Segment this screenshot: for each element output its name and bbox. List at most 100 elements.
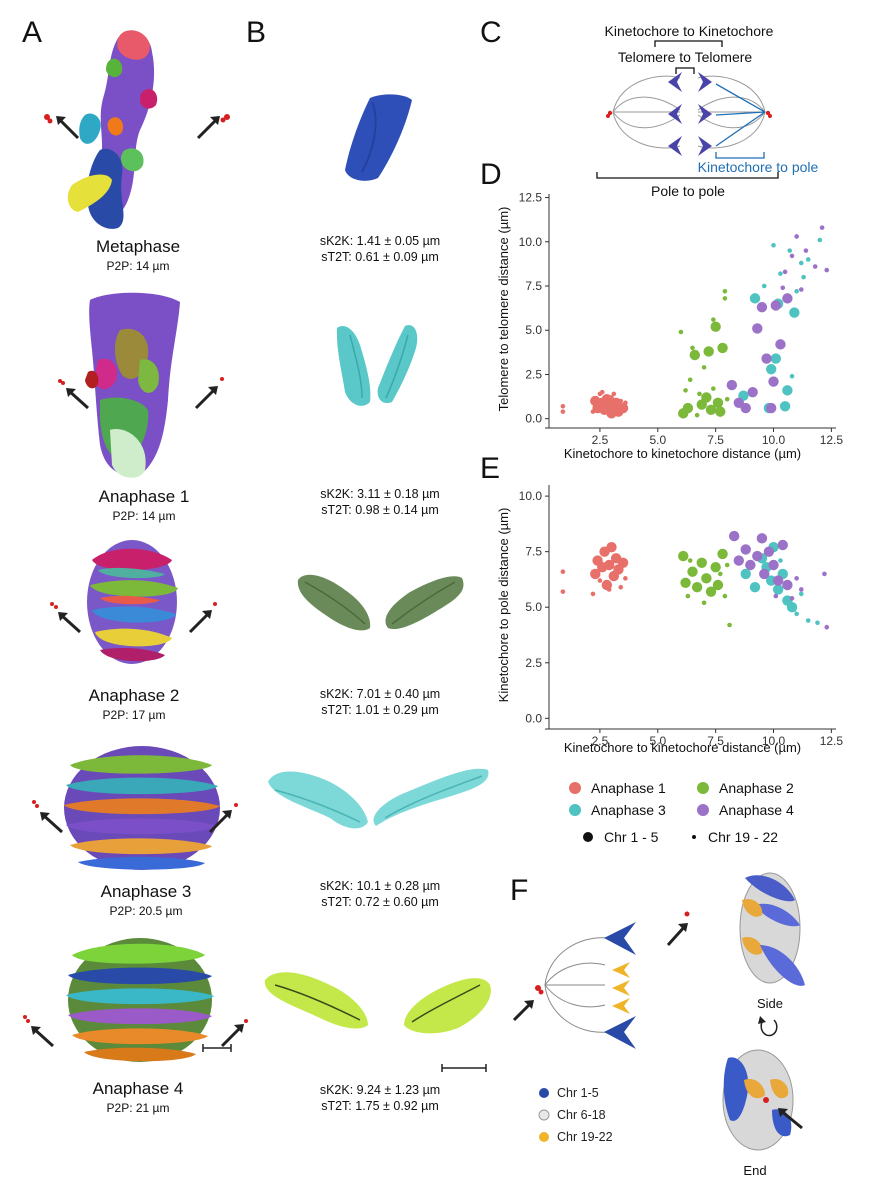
point-anaphase3-d	[805, 257, 811, 262]
y-tick-label-d: 0.0	[525, 412, 542, 426]
measure-st2t-anaphase2: sT2T: 1.01 ± 0.29 µm	[321, 703, 439, 717]
point-anaphase4-d	[775, 339, 786, 350]
metaphase-bivalent-render	[345, 94, 412, 181]
stage-title-anaphase2: Anaphase 2	[88, 686, 180, 705]
legend-label-chr19-22: Chr 19 - 22	[708, 829, 778, 845]
point-anaphase4-d	[794, 234, 799, 239]
y-tick-label-d: 5.0	[525, 323, 542, 337]
scale-bar-a	[202, 1044, 232, 1052]
point-anaphase1-d	[618, 398, 624, 404]
measure-st2t-anaphase1: sT2T: 0.98 ± 0.14 µm	[321, 503, 439, 517]
point-anaphase3-e	[772, 584, 784, 595]
f-legend-chr1-5: Chr 1-5	[539, 1086, 599, 1100]
legend-label-anaphase2: Anaphase 2	[719, 780, 794, 796]
point-anaphase4-e	[777, 539, 788, 551]
point-anaphase3-d	[789, 307, 800, 318]
measure-sk2k-anaphase4: sK2K: 9.24 ± 1.23 µm	[319, 1083, 441, 1097]
point-anaphase2-e	[712, 579, 724, 591]
point-anaphase2-e	[687, 566, 698, 577]
label-end: End	[743, 1163, 766, 1178]
legend-size-small	[692, 835, 696, 839]
point-anaphase2-d	[689, 349, 701, 361]
f-legend-swatch-chr6-18	[538, 1109, 550, 1121]
stage-p2p-anaphase1: P2P: 14 µm	[112, 509, 176, 523]
point-anaphase4-e	[740, 544, 751, 555]
point-anaphase2-d	[687, 377, 693, 383]
point-anaphase4-d	[782, 293, 793, 304]
label-telomere-to-telomere: Telomere to Telomere	[618, 49, 753, 65]
f-legend-label-chr19-22: Chr 19-22	[557, 1130, 613, 1144]
stage-title-metaphase: Metaphase	[95, 237, 181, 256]
stage-p2p-metaphase: P2P: 14 µm	[106, 259, 170, 273]
point-anaphase1-d	[590, 409, 596, 414]
point-anaphase1-d	[560, 409, 566, 414]
point-anaphase4-e	[798, 587, 804, 592]
point-anaphase4-e	[824, 624, 830, 630]
measure-st2t-anaphase3: sT2T: 0.72 ± 0.60 µm	[321, 895, 439, 909]
point-anaphase1-e	[606, 587, 612, 592]
point-anaphase1-e	[560, 589, 566, 594]
f-spindle-fibers	[544, 937, 609, 1033]
point-anaphase4-d	[761, 353, 772, 364]
label-side: Side	[757, 996, 783, 1011]
point-anaphase4-d	[770, 300, 782, 311]
point-anaphase4-d	[819, 225, 825, 230]
measure-sk2k-anaphase3: sK2K: 10.1 ± 0.28 µm	[319, 879, 441, 893]
point-anaphase4-e	[733, 555, 744, 566]
point-anaphase4-d	[752, 323, 763, 334]
point-anaphase2-e	[722, 593, 728, 599]
point-anaphase2-e	[724, 562, 730, 568]
point-anaphase1-e	[560, 569, 566, 574]
point-anaphase1-d	[623, 400, 628, 406]
point-anaphase4-d	[782, 269, 788, 275]
panel-d-letter: D	[480, 158, 502, 191]
legend-item-anaphase2: Anaphase 2	[697, 780, 794, 796]
anaphase1-bivalent-render	[336, 325, 418, 406]
point-anaphase2-d	[683, 388, 688, 393]
anaphase4-bivalent-render	[264, 972, 491, 1072]
point-anaphase2-e	[705, 586, 717, 597]
point-anaphase3-e	[778, 558, 783, 563]
point-anaphase2-e	[717, 548, 728, 560]
y-tick-label-e: 10.0	[519, 489, 543, 503]
panel-b-letter: B	[246, 16, 267, 49]
measure-st2t-anaphase4: sT2T: 1.75 ± 0.92 µm	[321, 1099, 439, 1113]
point-anaphase2-e	[678, 550, 689, 562]
point-anaphase3-d	[798, 260, 804, 266]
point-anaphase4-e	[773, 593, 779, 599]
x-tick-label-e: 2.5	[592, 734, 609, 748]
anaphase1-chromosome-render	[58, 292, 224, 478]
point-anaphase4-d	[765, 402, 777, 414]
point-anaphase4-d	[726, 379, 738, 391]
point-anaphase4-e	[822, 571, 827, 577]
y-tick-label-e: 0.0	[525, 711, 542, 725]
point-anaphase2-d	[678, 329, 684, 335]
x-axis-title-d: Kinetochore to kinetochore distance (µm)	[564, 446, 801, 461]
x-tick-label-d: 2.5	[592, 433, 609, 447]
y-tick-label-e: 5.0	[525, 600, 542, 614]
point-anaphase3-d	[817, 237, 823, 243]
point-anaphase2-e	[696, 557, 707, 568]
legend-item-anaphase1: Anaphase 1	[569, 780, 666, 796]
y-tick-label-e: 2.5	[525, 656, 542, 670]
anaphase3-chromosome-render	[32, 746, 238, 870]
point-anaphase3-d	[749, 293, 761, 304]
point-anaphase4-e	[756, 533, 768, 544]
point-anaphase3-d	[771, 243, 776, 248]
point-anaphase4-d	[747, 386, 758, 398]
panel-f-letter: F	[510, 874, 529, 907]
point-anaphase2-e	[727, 622, 732, 628]
point-anaphase2-e	[701, 573, 712, 584]
point-anaphase4-d	[740, 402, 751, 414]
anaphase2-chromosome-render	[50, 540, 217, 664]
point-anaphase3-d	[787, 248, 793, 253]
point-anaphase3-d	[761, 283, 767, 289]
point-anaphase1-d	[617, 402, 629, 414]
point-anaphase1-d	[599, 389, 605, 395]
point-anaphase2-e	[687, 558, 693, 563]
point-anaphase4-d	[812, 264, 818, 269]
point-anaphase4-e	[759, 568, 770, 580]
stage-p2p-anaphase2: P2P: 17 µm	[102, 708, 166, 722]
f-legend-label-chr6-18: Chr 6-18	[557, 1108, 606, 1122]
